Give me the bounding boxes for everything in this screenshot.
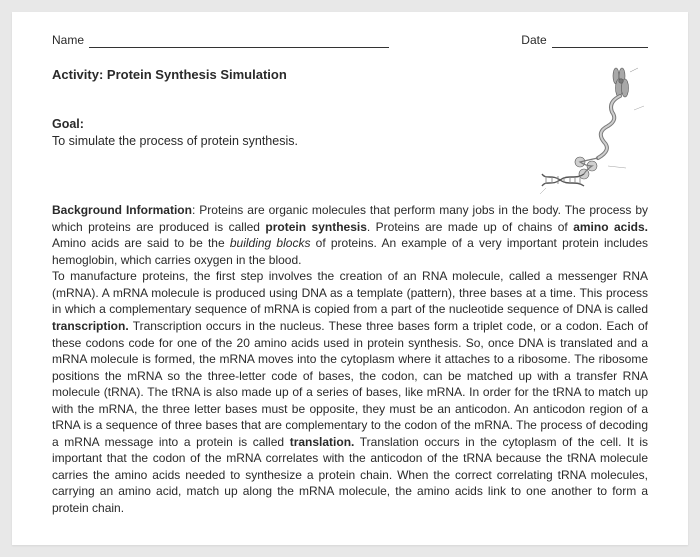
- name-label: Name: [52, 33, 84, 47]
- worksheet-page: Name Date Activity: Protein Synthesis Si…: [12, 12, 688, 545]
- name-field: Name: [52, 32, 389, 48]
- name-blank-line: [89, 38, 389, 48]
- upper-text: Activity: Protein Synthesis Simulation G…: [52, 66, 528, 189]
- term-protein-synthesis: protein synthesis: [265, 220, 366, 234]
- bg-p2a: To manufacture proteins, the first step …: [52, 269, 648, 316]
- background-section: Background Information: Proteins are org…: [52, 202, 648, 516]
- term-amino-acids: amino acids.: [573, 220, 648, 234]
- term-transcription: transcription.: [52, 319, 129, 333]
- bg-p1b: . Proteins are made up of chains of: [367, 220, 573, 234]
- goal-text: To simulate the process of protein synth…: [52, 133, 528, 150]
- header-row: Name Date: [52, 32, 648, 48]
- upper-section: Activity: Protein Synthesis Simulation G…: [52, 66, 648, 202]
- background-label: Background Information: [52, 203, 192, 217]
- term-translation: translation.: [290, 435, 355, 449]
- bg-p1c: Amino acids are said to be the: [52, 236, 230, 250]
- bg-lead-in: : Proteins are organic molecules that: [192, 203, 390, 217]
- activity-title: Activity: Protein Synthesis Simulation: [52, 66, 528, 84]
- date-blank-line: [552, 38, 648, 48]
- bg-p2b: Transcription occurs in the nucleus. The…: [52, 319, 648, 449]
- goal-label: Goal:: [52, 116, 528, 133]
- date-field: Date: [521, 32, 648, 48]
- dna-illustration: [538, 62, 648, 202]
- term-building-blocks: building blocks: [230, 236, 311, 250]
- date-label: Date: [521, 33, 546, 47]
